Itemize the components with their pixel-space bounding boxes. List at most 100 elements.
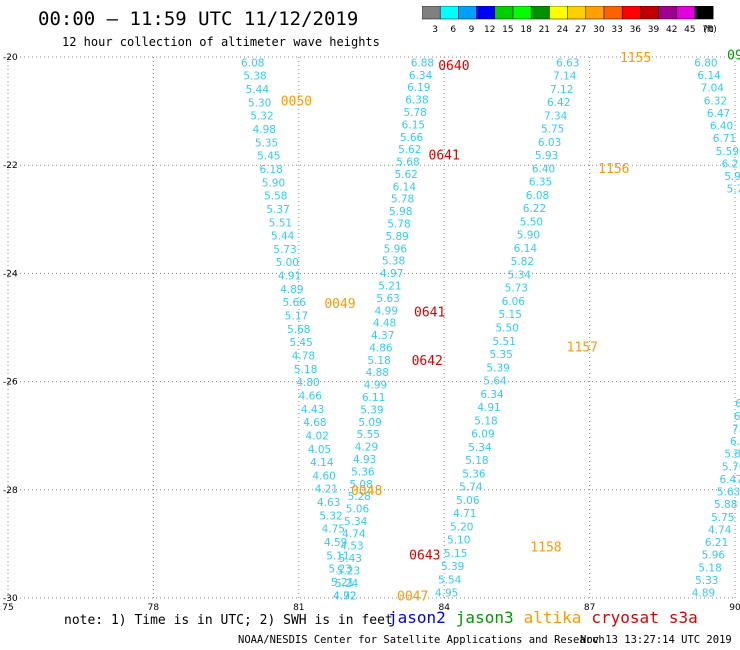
axis-ticks: 75 78 81 84 87 90 -20 -22 -24 -26 -28 -30 — [2, 53, 740, 613]
swh-value: 5.63 — [376, 293, 399, 305]
swh-value: 5.00 — [276, 257, 299, 269]
swh-value: 7.4 — [732, 423, 740, 435]
swh-value: 4.72 — [333, 590, 356, 602]
swh-value: 4.99 — [375, 305, 398, 317]
swh-value: 4.66 — [299, 390, 323, 402]
swh-value: 6.14 — [697, 70, 721, 82]
swh-value: 5.33 — [695, 575, 718, 587]
swh-value: 6.71 — [713, 133, 736, 145]
swh-value: 4.05 — [308, 444, 331, 456]
swh-value: 5.96 — [702, 550, 726, 562]
swh-value: 6.08 — [241, 57, 264, 69]
swh-value: 5.50 — [496, 323, 519, 335]
swh-value: 5.89 — [385, 231, 408, 243]
swh-value: 5.58 — [264, 191, 287, 203]
swh-value: 6.32 — [704, 95, 727, 107]
swh-value: 5.18 — [698, 562, 721, 574]
swh-value: 5.23 — [329, 564, 352, 576]
satellite-legend-item: altika — [523, 608, 582, 627]
swh-value: 4.71 — [453, 508, 476, 520]
swh-value: 4.74 — [708, 524, 732, 536]
legend-label: 21 — [539, 25, 550, 35]
swh-value: 6.14 — [514, 243, 538, 255]
swh-value: 4.98 — [253, 124, 276, 136]
swh-value: 7.04 — [701, 83, 725, 95]
map-subtitle: 12 hour collection of altimeter wave hei… — [62, 35, 380, 49]
pass-time-label: 0641 — [429, 148, 460, 163]
swh-value: 4.53 — [340, 541, 363, 553]
swh-value: 5.36 — [351, 466, 375, 478]
satellite-legend-item: jason3 — [455, 608, 514, 627]
lat-tick-label: -20 — [3, 53, 18, 63]
swh-value: 4.14 — [310, 457, 334, 469]
legend-label: 27 — [575, 25, 586, 35]
lon-tick-label: 78 — [148, 603, 160, 613]
swh-value: 5.39 — [486, 362, 509, 374]
swh-value: 5.18 — [367, 355, 390, 367]
lon-tick-label: 87 — [584, 603, 595, 613]
swh-value: 5.9 — [724, 171, 740, 183]
swh-value: 4.97 — [380, 268, 403, 280]
swh-value: 5.78 — [403, 107, 426, 119]
swh-value: 5.68 — [287, 324, 310, 336]
legend-label: 3 — [432, 25, 438, 35]
swh-value: 5.64 — [483, 376, 507, 388]
swh-value: 5.17 — [285, 311, 308, 323]
swh-value: 6.22 — [523, 203, 546, 215]
swh-value: 4.74 — [342, 528, 366, 540]
swh-value: 5.32 — [319, 510, 342, 522]
credit-line: NOAA/NESDIS Center for Satellite Applica… — [238, 634, 605, 646]
pass-time-label: 1156 — [598, 162, 629, 177]
lon-tick-label: 90 — [729, 603, 740, 613]
generated-timestamp: Nov 13 13:27:14 UTC 2019 — [580, 634, 732, 646]
lon-tick-label: 84 — [438, 603, 450, 613]
swh-value: 5.06 — [346, 504, 370, 516]
swh-value: 5.88 — [714, 499, 737, 511]
swh-value: 5.21 — [331, 577, 354, 589]
lat-tick-label: -30 — [3, 594, 18, 604]
swh-value: 4.91 — [477, 402, 500, 414]
swh-value: 4.91 — [278, 271, 301, 283]
swh-value: 5.96 — [384, 243, 408, 255]
swh-value: 4.75 — [322, 524, 345, 536]
swh-value: 4.80 — [296, 377, 319, 389]
pass-time-label: 1158 — [530, 541, 561, 556]
swh-value: 6.18 — [259, 164, 282, 176]
swh-value: 4.59 — [324, 537, 347, 549]
legend-label: 9 — [469, 25, 475, 35]
swh-value: 4.89 — [692, 588, 715, 600]
swh-value: 4.63 — [317, 497, 340, 509]
swh-value: 5.66 — [400, 132, 424, 144]
pass-time-label: 0643 — [409, 549, 440, 564]
swh-value: 6.34 — [480, 389, 504, 401]
swh-value: 5.45 — [257, 151, 280, 163]
satellite-legend-item: cryosat — [591, 608, 659, 627]
lat-tick-label: -28 — [3, 486, 18, 496]
swh-value: 5.59 — [716, 146, 739, 158]
swh-value: 5.68 — [396, 157, 419, 169]
legend-label: 70 — [702, 25, 714, 35]
swh-value: 5.75 — [541, 124, 564, 136]
swh-value: 6.03 — [538, 137, 561, 149]
swh-value: 4.68 — [303, 417, 326, 429]
legend-label: 24 — [557, 25, 569, 35]
swh-value: 4.86 — [369, 342, 393, 354]
swh-value: 5.34 — [508, 269, 532, 281]
swh-value: 5.11 — [326, 550, 349, 562]
swh-value: 5.18 — [294, 364, 317, 376]
swh-value: 4.88 — [366, 367, 389, 379]
swh-value: 6.47 — [707, 108, 730, 120]
swh-value: 6.88 — [411, 57, 434, 69]
swh-value: 6.14 — [393, 181, 417, 193]
pass-time-label: 0050 — [281, 94, 312, 109]
swh-value: 5.78 — [387, 219, 410, 231]
swh-value: 5.36 — [462, 468, 486, 480]
swh-value: 6.7 — [730, 436, 740, 448]
swh-value: 5.55 — [357, 429, 380, 441]
swh-value: 5.75 — [711, 512, 734, 524]
swh-value: 5.30 — [248, 97, 271, 109]
swh-value: 5.73 — [505, 283, 528, 295]
swh-value: 5.66 — [283, 297, 307, 309]
swh-value: 4.48 — [373, 318, 396, 330]
